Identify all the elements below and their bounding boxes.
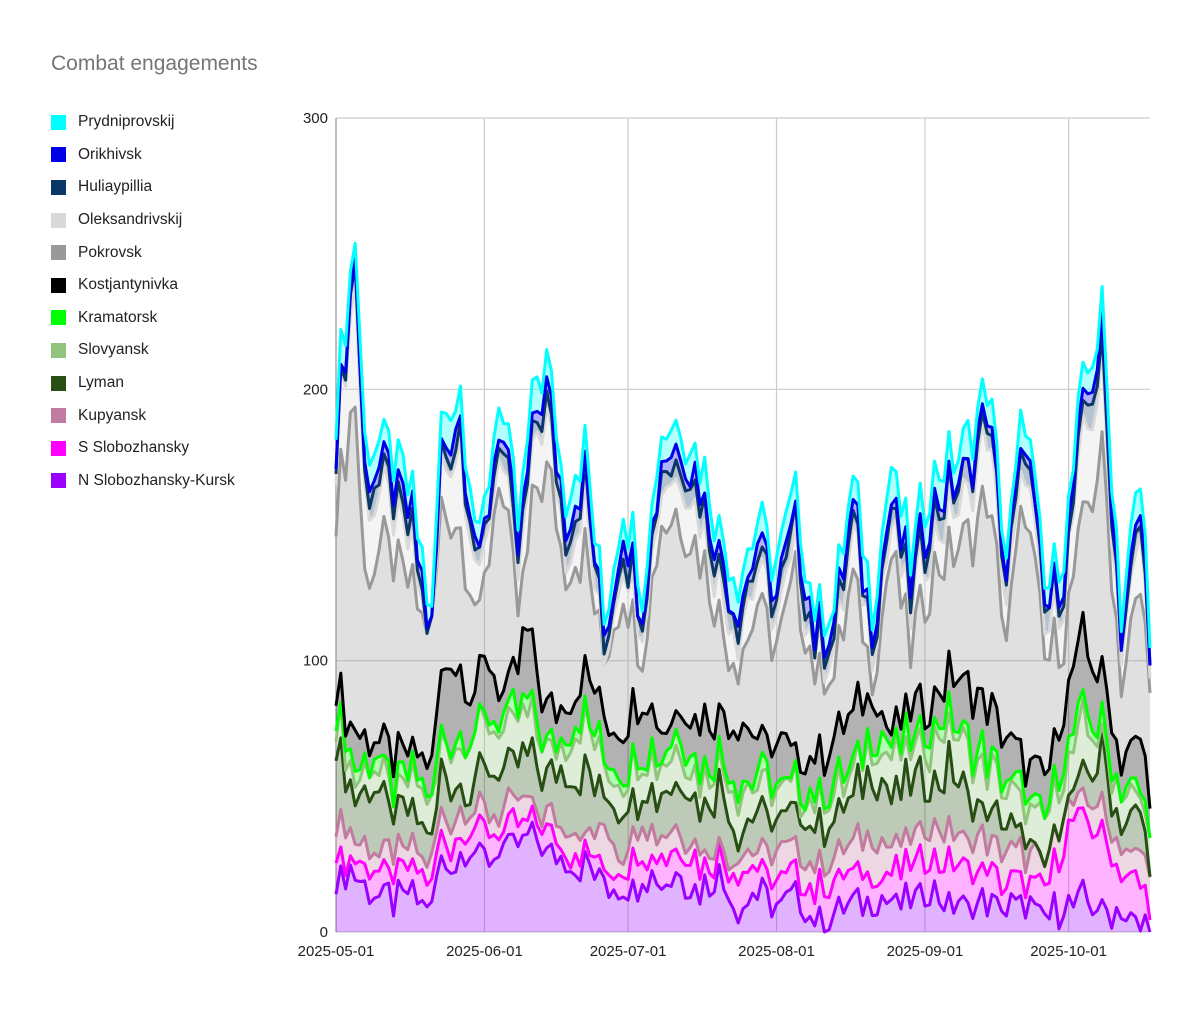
legend-swatch-pokrovsk — [51, 245, 66, 261]
y-tick-label: 0 — [320, 924, 328, 941]
legend-label-lyman: Lyman — [78, 374, 124, 392]
legend-label-kramatorsk: Kramatorsk — [78, 308, 158, 326]
legend-item-lyman: Lyman — [51, 367, 235, 400]
y-tick-label: 300 — [303, 110, 328, 127]
x-tick-label: 2025-09-01 — [887, 943, 964, 960]
legend-item-huliaypillia: Huliaypillia — [51, 171, 235, 204]
legend-label-kostjantynivka: Kostjantynivka — [78, 276, 178, 294]
x-tick-label: 2025-08-01 — [738, 943, 815, 960]
legend-swatch-huliaypillia — [51, 179, 66, 195]
legend-label-orikhivsk: Orikhivsk — [78, 145, 142, 163]
legend-swatch-oleksandrivskij — [51, 212, 66, 228]
legend-swatch-kramatorsk — [51, 310, 66, 326]
legend-item-n-slobozhansky-kursk: N Slobozhansky-Kursk — [51, 465, 235, 498]
legend-item-kupyansk: Kupyansk — [51, 399, 235, 432]
legend-label-n-slobozhansky-kursk: N Slobozhansky-Kursk — [78, 471, 235, 489]
line-kramatorsk — [334, 687, 1152, 839]
legend-item-slovyansk: Slovyansk — [51, 334, 235, 367]
legend-swatch-n-slobozhansky-kursk — [51, 473, 66, 489]
legend-label-oleksandrivskij: Oleksandrivskij — [78, 211, 183, 229]
legend-swatch-slovyansk — [51, 342, 66, 358]
legend-item-orikhivsk: Orikhivsk — [51, 139, 235, 172]
legend-swatch-prydniprovskij — [51, 114, 66, 130]
legend-item-kramatorsk: Kramatorsk — [51, 302, 235, 335]
legend: Prydniprovskij Orikhivsk Huliaypillia Ol… — [51, 106, 235, 497]
legend-item-prydniprovskij: Prydniprovskij — [51, 106, 235, 139]
y-tick-label: 100 — [303, 653, 328, 670]
y-tick-label: 200 — [303, 381, 328, 398]
line-s-slobozhansky — [334, 804, 1152, 921]
legend-label-kupyansk: Kupyansk — [78, 406, 147, 424]
legend-swatch-orikhivsk — [51, 147, 66, 163]
line-orikhivsk — [334, 254, 1152, 666]
legend-label-slovyansk: Slovyansk — [78, 341, 149, 359]
legend-item-s-slobozhansky: S Slobozhansky — [51, 432, 235, 465]
line-n-slobozhansky-kursk — [334, 820, 1152, 934]
legend-item-pokrovsk: Pokrovsk — [51, 236, 235, 269]
legend-label-prydniprovskij: Prydniprovskij — [78, 113, 175, 131]
area-pokrovsk — [336, 407, 1150, 809]
x-tick-label: 2025-07-01 — [590, 943, 667, 960]
legend-item-oleksandrivskij: Oleksandrivskij — [51, 204, 235, 237]
line-kostjantynivka — [334, 610, 1152, 809]
legend-label-s-slobozhansky: S Slobozhansky — [78, 439, 190, 457]
line-pokrovsk — [334, 405, 1152, 699]
x-tick-label: 2025-10-01 — [1030, 943, 1107, 960]
legend-swatch-s-slobozhansky — [51, 440, 66, 456]
legend-swatch-kupyansk — [51, 408, 66, 424]
legend-label-pokrovsk: Pokrovsk — [78, 243, 142, 261]
area-oleksandrivskij — [336, 280, 1150, 697]
chart-title: Combat engagements — [51, 52, 258, 75]
legend-swatch-lyman — [51, 375, 66, 391]
legend-swatch-kostjantynivka — [51, 277, 66, 293]
line-prydniprovskij — [334, 241, 1152, 648]
area-slovyansk — [336, 696, 1150, 877]
area-prydniprovskij — [336, 243, 1150, 666]
line-huliaypillia — [334, 264, 1152, 670]
legend-label-huliaypillia: Huliaypillia — [78, 178, 153, 196]
x-tick-label: 2025-06-01 — [446, 943, 523, 960]
line-kupyansk — [334, 786, 1152, 878]
legend-item-kostjantynivka: Kostjantynivka — [51, 269, 235, 302]
line-lyman — [334, 729, 1152, 877]
x-tick-label: 2025-05-01 — [298, 943, 375, 960]
